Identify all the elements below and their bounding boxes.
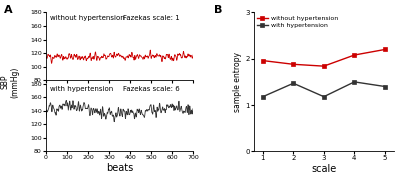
with hypertension	[352, 81, 357, 83]
Y-axis label: sample entropy: sample entropy	[233, 52, 242, 112]
X-axis label: beats: beats	[106, 163, 133, 173]
without hypertension	[382, 48, 387, 51]
X-axis label: scale: scale	[311, 164, 336, 174]
Text: A: A	[4, 5, 13, 15]
Text: Fazekas scale: 1: Fazekas scale: 1	[123, 15, 179, 21]
without hypertension	[291, 63, 296, 65]
Legend: without hypertension, with hypertension: without hypertension, with hypertension	[257, 16, 338, 28]
Text: B: B	[214, 5, 222, 15]
Text: with hypertension: with hypertension	[50, 86, 114, 92]
with hypertension	[382, 85, 387, 88]
Line: without hypertension: without hypertension	[260, 47, 387, 69]
with hypertension	[260, 96, 265, 98]
Text: without hypertension: without hypertension	[50, 15, 125, 21]
Text: Fazekas scale: 6: Fazekas scale: 6	[123, 86, 179, 92]
without hypertension	[260, 59, 265, 62]
Text: SBP
(mmHg): SBP (mmHg)	[0, 66, 20, 98]
with hypertension	[322, 96, 326, 98]
Line: with hypertension: with hypertension	[260, 79, 387, 99]
with hypertension	[291, 82, 296, 84]
without hypertension	[352, 54, 357, 56]
without hypertension	[322, 65, 326, 67]
